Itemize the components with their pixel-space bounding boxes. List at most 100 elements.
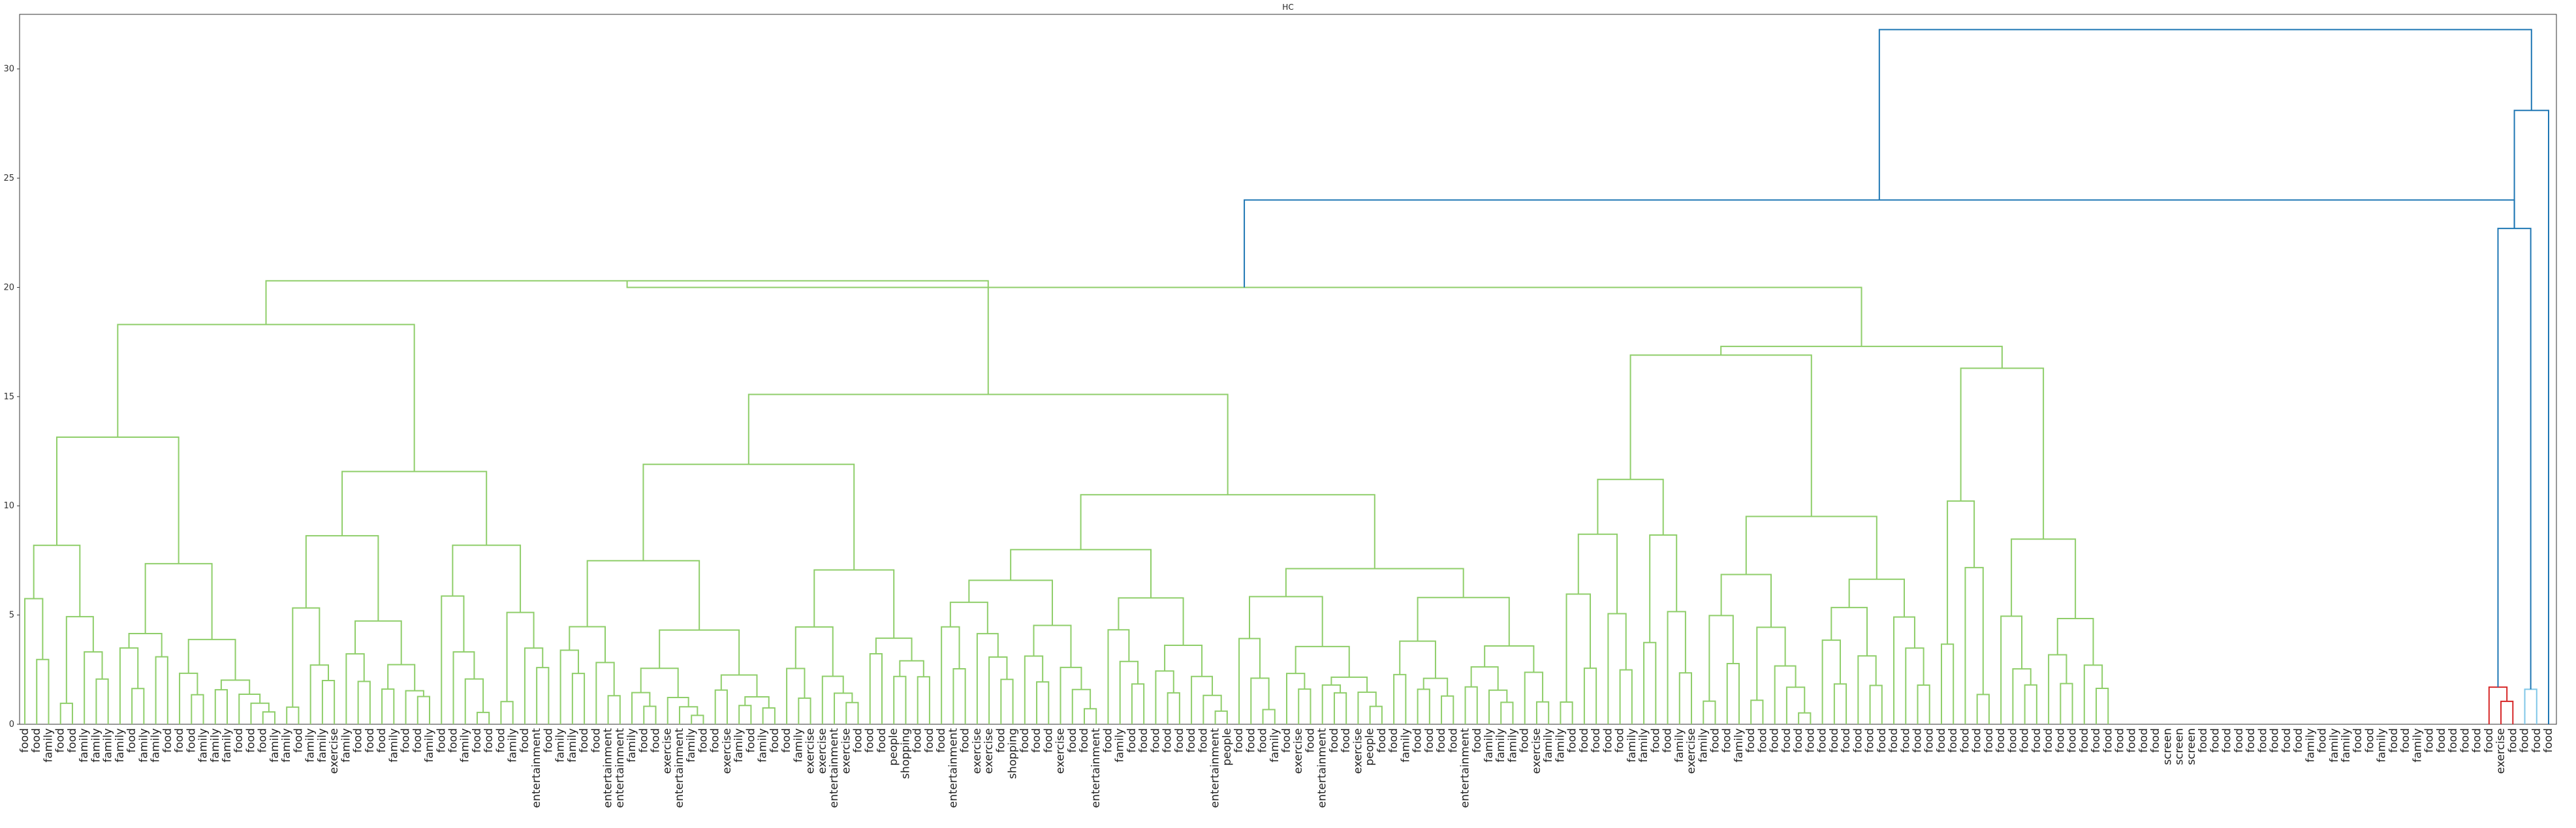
leaf-label: food (1280, 728, 1293, 753)
leaf-label: exercise (840, 728, 853, 774)
dendrogram-link (2024, 684, 2037, 724)
dendrogram-link (1298, 688, 1312, 724)
dendrogram-link (1119, 660, 1139, 724)
leaf-label: family (757, 728, 770, 762)
dendrogram-link (1848, 578, 1905, 617)
dendrogram-link (1399, 640, 1436, 679)
dendrogram-link (2083, 664, 2103, 724)
dendrogram-link (1393, 673, 1407, 724)
leaf-label: family (2340, 728, 2353, 762)
leaf-label: food (54, 728, 67, 753)
leaf-label: family (197, 728, 210, 762)
dendrogram-link (586, 560, 700, 630)
dendrogram-link (1565, 593, 1592, 702)
dendrogram-link (1798, 712, 1812, 724)
leaf-label: food (2399, 728, 2412, 753)
dendrogram-link (642, 463, 855, 570)
leaf-label: food (244, 728, 257, 753)
dendrogram-link (1033, 624, 1072, 667)
dendrogram-link (179, 672, 198, 724)
leaf-label: food (578, 728, 591, 753)
leaf-label: family (507, 728, 520, 762)
dendrogram-link (262, 711, 275, 724)
leaf-label: food (2458, 728, 2472, 753)
leaf-label: food (257, 728, 270, 753)
dendrogram-link (1488, 689, 1508, 724)
dendrogram-link (309, 664, 330, 724)
dendrogram-link (1577, 533, 1618, 614)
leaf-label: food (1197, 728, 1210, 753)
dendrogram-link (762, 707, 776, 724)
dendrogram-link (1583, 667, 1597, 724)
leaf-label: family (459, 728, 472, 762)
leaf-label: family (2328, 728, 2341, 762)
leaf-label: screen (2185, 728, 2198, 765)
leaf-label: food (2435, 728, 2448, 753)
leaf-label: food (2351, 728, 2364, 753)
leaf-label: food (1566, 728, 1579, 753)
dendrogram-link (1708, 615, 1734, 701)
dendrogram-link (238, 693, 261, 724)
leaf-label: entertainment (673, 728, 686, 808)
dendrogram-link (405, 690, 424, 724)
dendrogram-link (917, 676, 930, 724)
leaf-label: family (1114, 728, 1127, 762)
leaf-label: family (1673, 728, 1686, 762)
dendrogram-link (144, 562, 213, 640)
leaf-label: exercise (1685, 728, 1698, 774)
dendrogram-link (1286, 673, 1306, 724)
leaf-label: food (2542, 728, 2555, 753)
leaf-label: people (1364, 728, 1377, 766)
dendrogram-link (1667, 611, 1686, 724)
leaf-label: food (1173, 728, 1186, 753)
dendrogram-link (640, 667, 679, 698)
leaf-label: shopping (1007, 728, 1020, 779)
leaf-label: food (2471, 728, 2484, 753)
leaf-label: entertainment (1209, 728, 1222, 808)
dendrogram-link (1441, 695, 1454, 724)
dendrogram-link (667, 696, 689, 724)
leaf-label: food (935, 728, 948, 753)
leaf-label: family (304, 728, 317, 762)
leaf-label: food (959, 728, 972, 753)
leaf-label: food (1518, 728, 1531, 753)
dendrogram-link (2096, 688, 2109, 724)
leaf-label: food (2221, 728, 2234, 753)
leaf-label: food (1840, 728, 1853, 753)
leaf-label: food (1601, 728, 1614, 753)
dendrogram-link (250, 702, 270, 724)
y-tick-label: 15 (3, 392, 14, 402)
leaf-label: food (1708, 728, 1721, 753)
leaf-label: food (2054, 728, 2067, 753)
leaf-label: food (2292, 728, 2305, 753)
dendrogram-link (524, 647, 544, 724)
dendrogram-link (1464, 686, 1478, 724)
leaf-label: family (566, 728, 579, 762)
leaf-label: food (1149, 728, 1162, 753)
leaf-label: family (78, 728, 91, 762)
dendrogram-link (1756, 626, 1786, 701)
dendrogram-link (2500, 700, 2514, 724)
y-tick-label: 25 (3, 174, 14, 183)
leaf-label: food (1185, 728, 1198, 753)
dendrogram-link (1774, 665, 1797, 724)
dendrogram-link (2011, 538, 2077, 619)
dendrogram-link (95, 678, 109, 724)
leaf-label: food (2114, 728, 2127, 753)
leaf-label: family (209, 728, 222, 762)
dendrogram-link (1417, 688, 1430, 724)
dendrogram-link (214, 689, 228, 724)
leaf-label: entertainment (947, 728, 960, 808)
dendrogram-link (747, 393, 1229, 495)
leaf-label: family (625, 728, 638, 762)
dendrogram-link (1244, 199, 2515, 288)
dendrogram-link (1619, 669, 1633, 724)
dendrogram-link (452, 544, 522, 613)
leaf-label: food (2280, 728, 2293, 753)
leaf-label: entertainment (1316, 728, 1329, 808)
dendrogram-link (1878, 29, 2532, 200)
leaf-label: food (2256, 728, 2269, 753)
dendrogram-link (341, 470, 488, 545)
leaf-label: entertainment (602, 728, 615, 808)
leaf-label: food (2126, 728, 2139, 753)
